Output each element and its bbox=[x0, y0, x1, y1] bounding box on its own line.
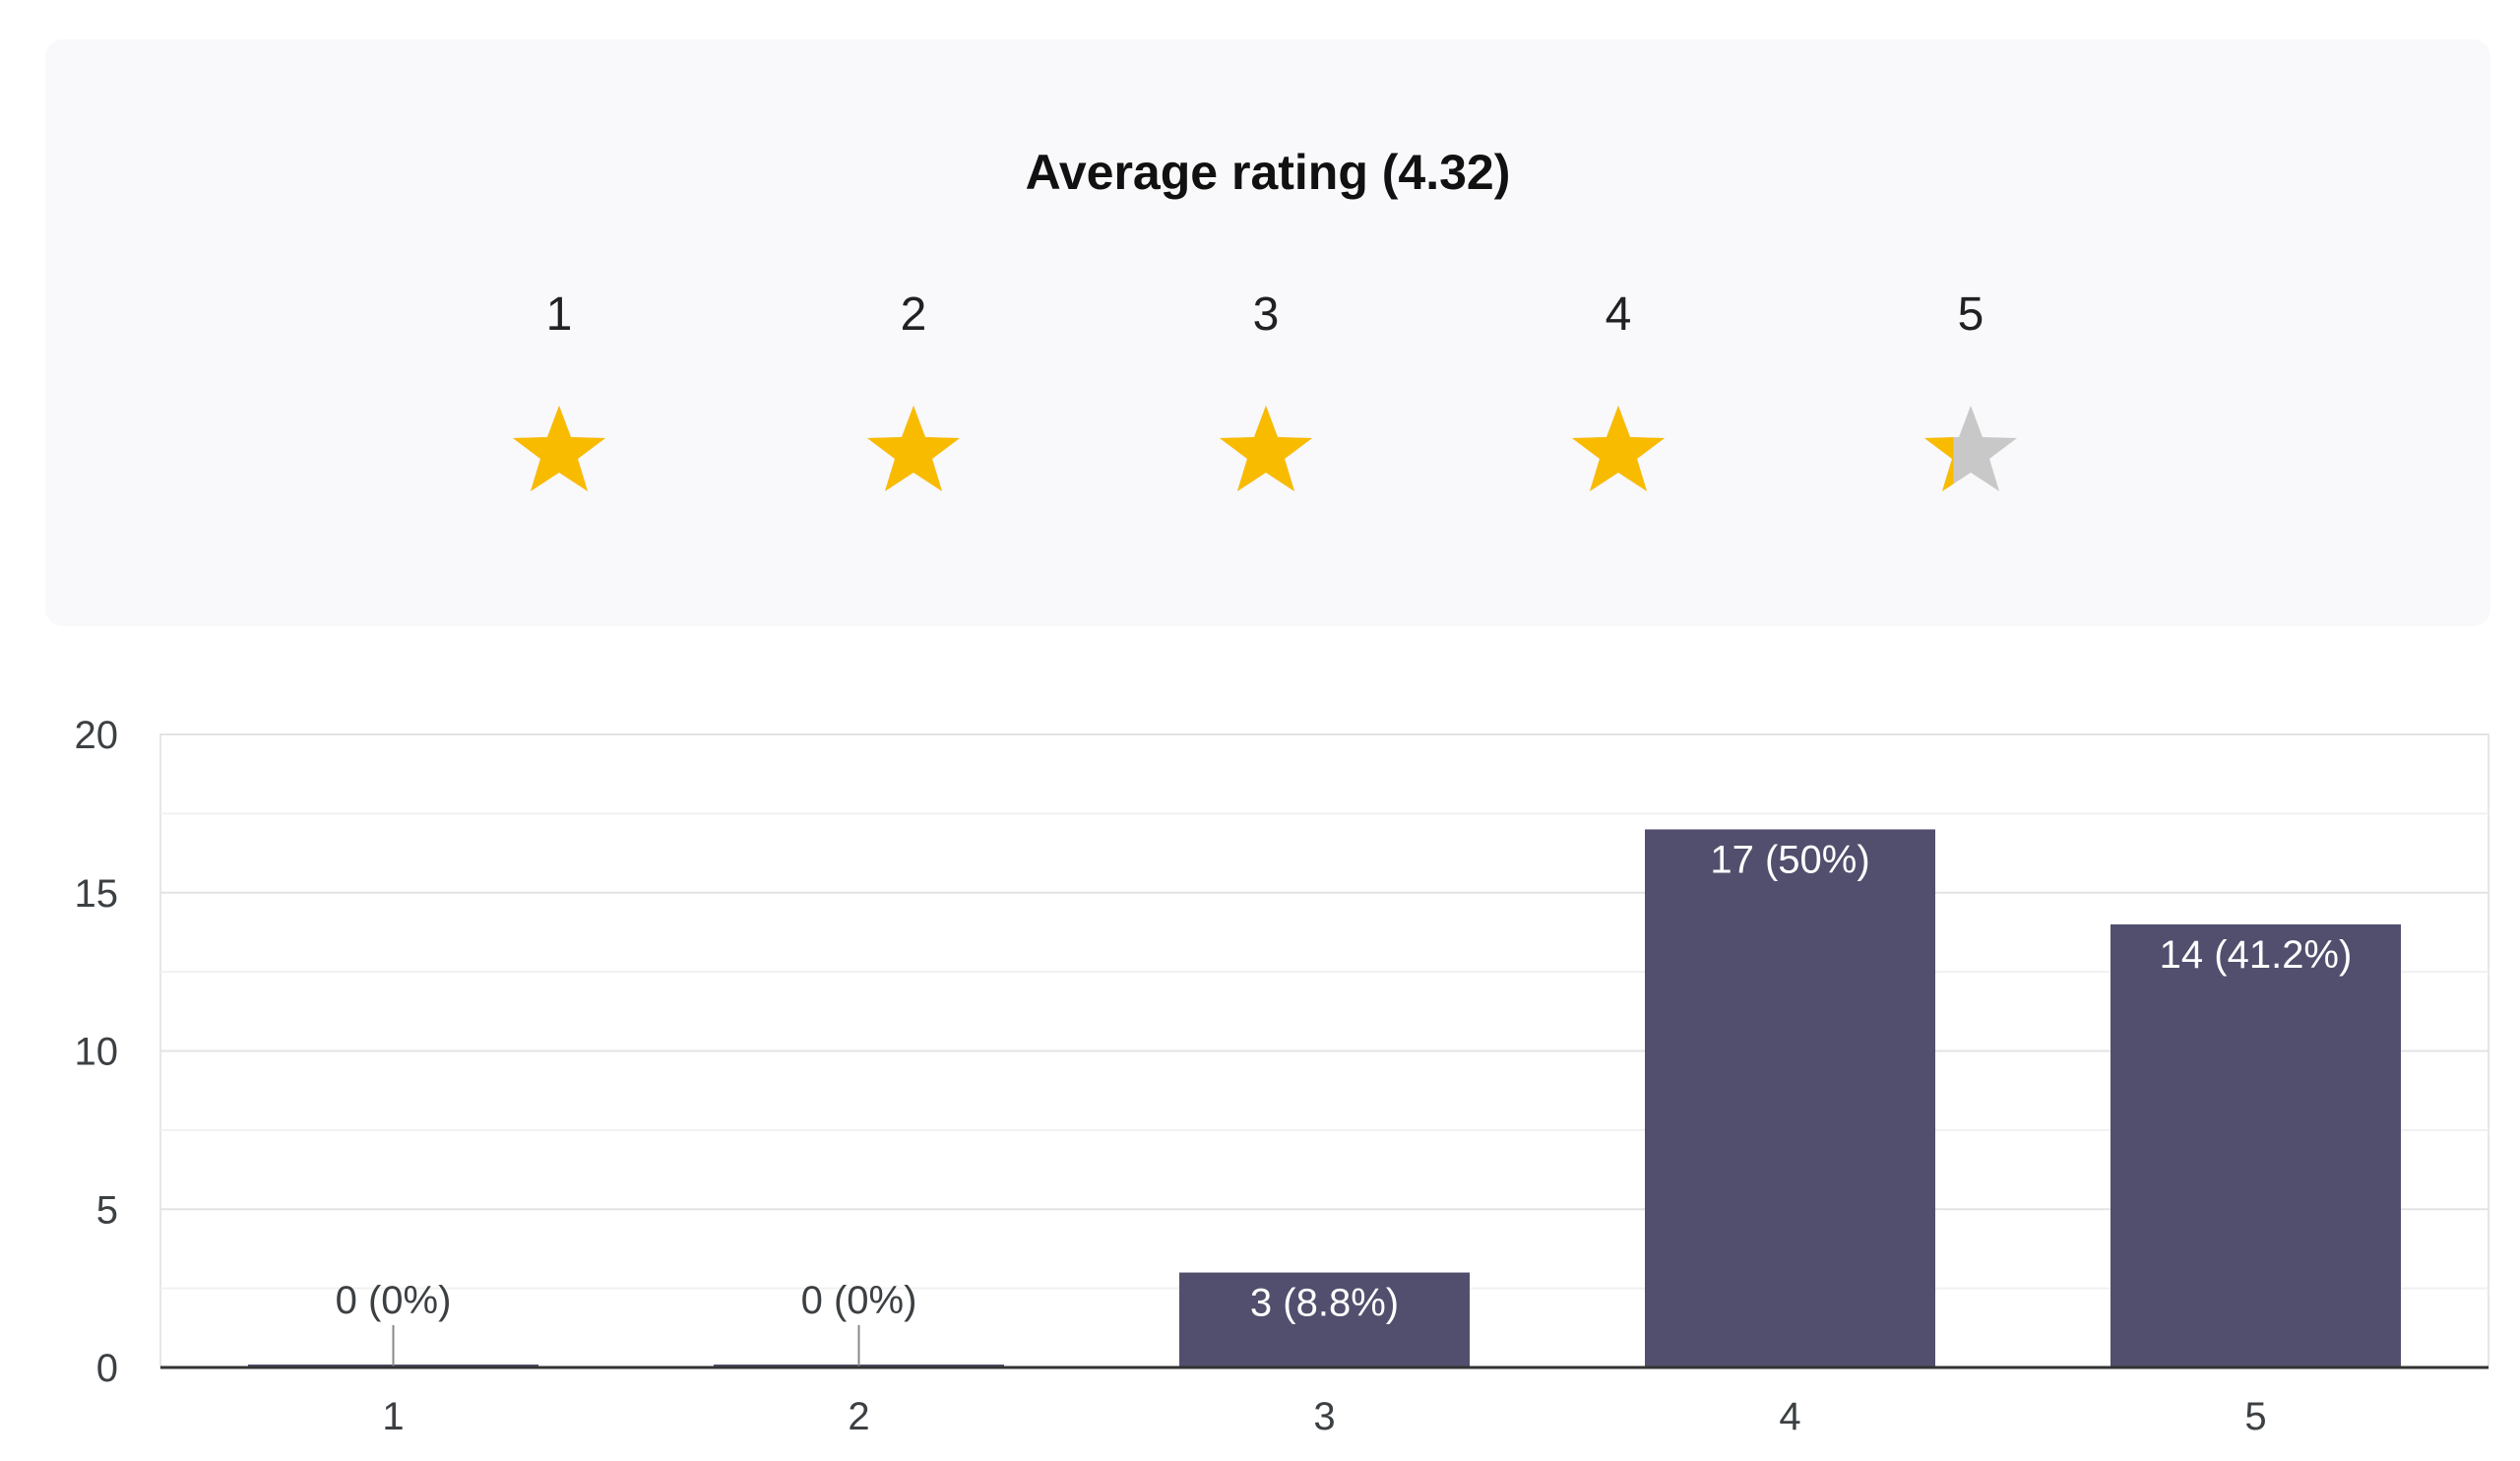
rating-summary-card: Average rating (4.32) 1 2 3 4 5 bbox=[45, 39, 2490, 626]
star-column: 1 bbox=[471, 286, 648, 494]
x-tick-label: 3 bbox=[1313, 1395, 1335, 1438]
star-number-label: 2 bbox=[900, 288, 927, 341]
x-tick-label: 1 bbox=[382, 1395, 404, 1438]
bar bbox=[1645, 829, 1935, 1367]
y-tick-label: 20 bbox=[75, 714, 119, 757]
bar-data-label: 0 (0%) bbox=[336, 1279, 452, 1322]
bar-data-label: 0 (0%) bbox=[801, 1279, 917, 1322]
y-tick-label: 5 bbox=[96, 1188, 118, 1232]
star-column: 3 bbox=[1177, 286, 1354, 494]
y-tick-label: 15 bbox=[75, 872, 119, 916]
star-icon bbox=[1572, 406, 1665, 491]
star-number-label: 1 bbox=[545, 288, 573, 341]
y-tick-label: 0 bbox=[96, 1347, 118, 1390]
x-tick-label: 2 bbox=[848, 1395, 869, 1438]
rating-title: Average rating (4.32) bbox=[1025, 145, 1511, 200]
star-number-label: 3 bbox=[1252, 288, 1280, 341]
star-icon bbox=[513, 406, 605, 491]
bar-data-label: 3 (8.8%) bbox=[1250, 1282, 1399, 1325]
y-tick-label: 10 bbox=[75, 1031, 119, 1074]
star-number-label: 4 bbox=[1605, 288, 1632, 341]
bar bbox=[2110, 923, 2401, 1367]
star-column: 4 bbox=[1530, 286, 1707, 494]
bar-data-label: 17 (50%) bbox=[1710, 838, 1869, 881]
bar-data-label: 14 (41.2%) bbox=[2160, 933, 2353, 977]
star-icon bbox=[1220, 406, 1312, 491]
star-icon bbox=[1924, 406, 2017, 491]
x-tick-label: 4 bbox=[1779, 1395, 1800, 1438]
star-column: 2 bbox=[825, 286, 1002, 494]
bar bbox=[1179, 1272, 1470, 1367]
star-icon bbox=[867, 406, 960, 491]
star-column: 5 bbox=[1882, 286, 2059, 494]
x-tick-label: 5 bbox=[2244, 1395, 2266, 1438]
star-number-label: 5 bbox=[1957, 288, 1984, 341]
